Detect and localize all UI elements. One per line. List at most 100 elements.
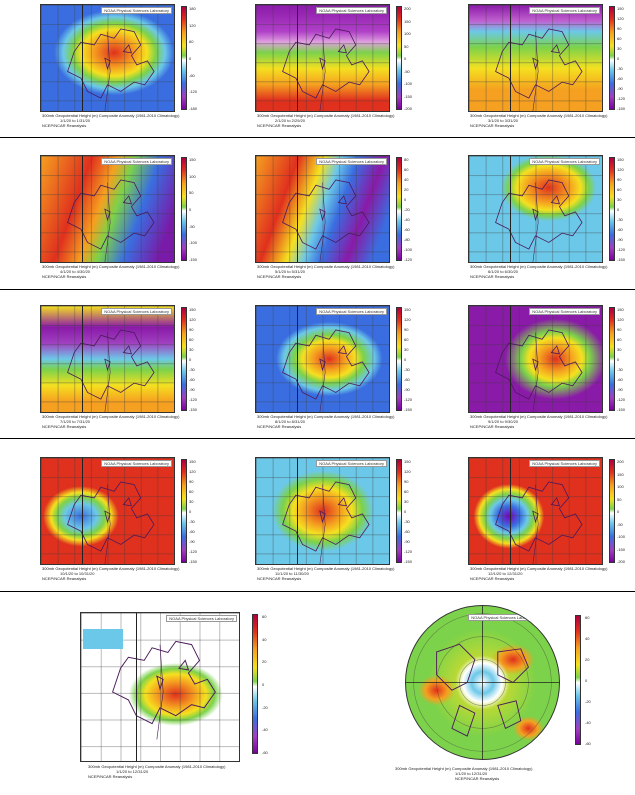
caption-source: NCEP/NCAR Reanalysis — [42, 274, 87, 279]
scale-tick-label: 90 — [189, 479, 194, 484]
scale-tick-label: -100 — [617, 534, 626, 539]
scale-tick-label: 60 — [404, 337, 409, 342]
coastline-outline — [112, 640, 216, 740]
caption-source: NCEP/NCAR Reanalysis — [257, 424, 302, 429]
caption-source: NCEP/NCAR Reanalysis — [470, 123, 515, 128]
prime-meridian-line — [82, 156, 83, 262]
scale-tick-label: 40 — [585, 636, 590, 641]
scale-tick-label: -60 — [404, 377, 410, 382]
scale-tick-label: 0 — [189, 357, 192, 362]
panel-caption: 300mb Geopotential Height (m) Composite … — [470, 566, 607, 581]
panel-caption: 300mb Geopotential Height (m) Composite … — [42, 113, 179, 128]
scale-tick-label: -200 — [617, 559, 626, 564]
scale-tick-label: -150 — [404, 407, 413, 412]
caption-dates: 10/1/20 to 10/31/20 — [60, 571, 95, 576]
caption-title: 300mb Geopotential Height (m) Composite … — [88, 764, 226, 769]
scale-tick-label: 100 — [617, 484, 624, 489]
scale-tick-label: -60 — [404, 529, 410, 534]
prime-meridian-line — [297, 458, 298, 564]
caption-source: NCEP/NCAR Reanalysis — [88, 774, 133, 779]
caption-title: 300mb Geopotential Height (m) Composite … — [42, 566, 180, 571]
prime-meridian-line — [297, 306, 298, 412]
coastline-outline — [282, 28, 370, 111]
caption-dates: 5/1/20 to 5/31/20 — [275, 269, 306, 274]
scale-tick-label: 0 — [404, 509, 407, 514]
prime-meridian-line — [82, 458, 83, 564]
scale-tick-label: 20 — [404, 187, 409, 192]
caption-source: NCEP/NCAR Reanalysis — [470, 274, 515, 279]
color-scale-bar — [396, 307, 402, 411]
panel-caption: 300mb Geopotential Height (m) Composite … — [257, 264, 394, 279]
scale-tick-label: -40 — [585, 720, 591, 725]
scale-tick-label: 50 — [617, 496, 622, 502]
scale-tick-label: 150 — [404, 307, 411, 312]
scale-tick-label: 150 — [189, 307, 196, 312]
lab-label: NOAA Physical Sciences Laboratory — [166, 615, 237, 622]
scale-tick-label: 120 — [404, 469, 411, 474]
scale-tick-label: -30 — [617, 217, 623, 222]
color-scale-bar — [252, 614, 258, 754]
scale-tick-label: 60 — [617, 187, 622, 192]
scale-tick-label: -120 — [189, 397, 198, 402]
color-scale-bar — [396, 157, 402, 261]
scale-tick-label: 100 — [189, 173, 196, 179]
scale-tick-label: -100 — [189, 240, 198, 246]
scale-tick-label: -150 — [617, 257, 626, 262]
anomaly-map: NOAA Physical Sciences Laboratory — [255, 305, 390, 413]
color-scale-bar — [181, 157, 187, 261]
panel-caption: 300mb Geopotential Height (m) Composite … — [42, 264, 179, 279]
coastline-outline — [495, 28, 583, 111]
anomaly-map: NOAA Physical Sciences Laboratory — [40, 4, 175, 112]
scale-tick-label: -180 — [189, 106, 198, 111]
caption-dates: 1/1/20 to 1/31/20 — [60, 118, 91, 123]
coastline-outline — [282, 481, 370, 564]
prime-meridian-line — [82, 306, 83, 412]
scale-tick-label: 60 — [189, 39, 194, 45]
scale-tick-label: 120 — [189, 22, 196, 28]
scale-tick-label: 30 — [404, 347, 409, 352]
caption-dates: 8/1/20 to 8/31/20 — [275, 419, 306, 424]
caption-dates: 7/1/20 to 7/31/20 — [60, 419, 91, 424]
monthly-map-panel: NOAA Physical Sciences Laboratory 150 120 9… — [255, 457, 414, 583]
scale-tick-label: -60 — [617, 377, 623, 382]
scale-tick-label: 150 — [617, 6, 624, 11]
caption-dates: 11/1/20 to 11/30/20 — [275, 571, 309, 576]
coastline-outline — [282, 329, 370, 412]
scale-tick-label: 50 — [404, 43, 409, 49]
anomaly-map: NOAA Physical Sciences Laboratory — [40, 457, 175, 565]
row-divider — [0, 289, 635, 290]
scale-tick-label: -150 — [189, 257, 198, 262]
caption-dates: 2/1/20 to 2/29/20 — [275, 118, 306, 123]
row-divider — [0, 137, 635, 138]
caption-dates: 1/1/20 to 12/31/20 — [455, 771, 488, 776]
scale-tick-label: -90 — [189, 387, 195, 392]
panel-caption: 300mb Geopotential Height (m) Composite … — [257, 566, 394, 581]
monthly-map-panel: NOAA Physical Sciences Laboratory 80 60 40 2… — [255, 155, 414, 281]
scale-tick-label: -20 — [262, 704, 268, 710]
scale-tick-label: -200 — [404, 106, 413, 111]
caption-title: 300mb Geopotential Height (m) Composite … — [257, 264, 395, 269]
monthly-map-panel: NOAA Physical Sciences Laboratory 150 120 9… — [255, 305, 414, 431]
lab-label: NOAA Physical Sciences Laboratory — [529, 158, 600, 165]
anomaly-map: NOAA Physical Sciences Laboratory — [255, 4, 390, 112]
scale-tick-label: 200 — [404, 6, 411, 11]
lab-label: NOAA Physical Sciences Laboratory — [101, 158, 172, 165]
prime-meridian-line — [297, 5, 298, 111]
monthly-map-panel: NOAA Physical Sciences Laboratory 150 100 5… — [40, 155, 199, 281]
scale-tick-label: 30 — [617, 197, 622, 202]
lab-label: NOAA Physical Sciences Laboratory — [101, 308, 172, 315]
color-scale-bar — [575, 615, 581, 745]
caption-title: 300mb Geopotential Height (m) Composite … — [395, 766, 533, 771]
caption-title: 300mb Geopotential Height (m) Composite … — [470, 264, 608, 269]
scale-tick-label: 90 — [617, 26, 622, 31]
scale-tick-label: 0 — [262, 682, 265, 687]
monthly-map-panel: NOAA Physical Sciences Laboratory 200 150 1… — [255, 4, 414, 130]
caption-dates: 3/1/20 to 3/31/20 — [488, 118, 519, 123]
scale-tick-label: 40 — [404, 177, 409, 182]
scale-tick-label: 120 — [189, 469, 196, 474]
lab-label: NOAA Physical Sciences Laboratory — [529, 460, 600, 467]
scale-tick-label: -30 — [404, 367, 410, 372]
color-scale-bar — [609, 459, 615, 563]
scale-tick-label: 60 — [189, 337, 194, 342]
anomaly-map: NOAA Physical Sciences Laboratory — [255, 155, 390, 263]
